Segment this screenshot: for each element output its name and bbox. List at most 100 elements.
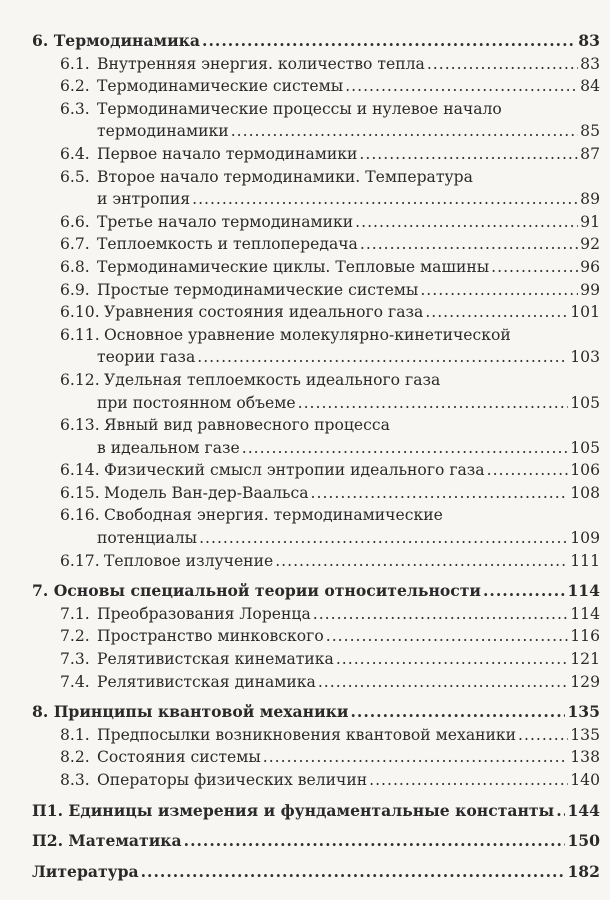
page-number: 101 [570,303,600,322]
subsection-title: Релятивистская кинематика [97,650,334,669]
toc-subsection-entry[interactable]: 6.11. Основное уравнение молекулярно-кине… [32,324,600,347]
subsection-title: Второе начало термодинамики. Температура [97,167,473,186]
toc-section-entry[interactable]: 6. Термодинамика 83 [32,30,600,53]
subsection-number: 8.3. [60,771,90,789]
toc-subsection-entry[interactable]: 6.14. Физический смысл энтропии идеальног… [32,459,600,482]
page-number: 144 [567,800,600,820]
dot-leader [202,30,576,53]
subsection-title: Явный вид равновесного процесса [104,416,390,435]
dot-leader [199,527,568,550]
dot-leader [326,625,568,648]
subsection-title: при постоянном объеме [97,393,296,412]
dot-leader [141,861,566,884]
page-number: 103 [570,348,600,367]
toc-subsection-entry[interactable]: 6.9. Простые термодинамические системы 99 [32,279,600,302]
subsection-number: 7.4. [60,672,90,691]
subsection-title: Релятивистская динамика [97,672,316,691]
toc-subsection-entry[interactable]: 6.13. Явный вид равновесного процесса [32,414,600,437]
dot-leader [184,830,566,853]
section-gap [32,822,600,830]
dot-leader [427,53,578,76]
subsection-number: 6.12. [60,370,100,389]
dot-leader [345,75,578,98]
toc-subsection-entry[interactable]: потенциалы 109 [32,527,600,550]
dot-leader [360,233,578,256]
page-number: 83 [580,54,600,73]
subsection-number: 6.10. [60,303,100,322]
toc-subsection-entry[interactable]: 6.10. Уравнения состояния идеального газа… [32,301,600,324]
dot-leader [298,392,569,415]
subsection-title: Удельная теплоемкость идеального газа [104,370,441,389]
subsection-number: 7.3. [60,650,90,669]
toc-subsection-entry[interactable]: 8.1. Предпосылки возникновения квантовой … [32,724,600,747]
toc-subsection-entry[interactable]: 7.4. Релятивистская динамика 129 [32,671,600,694]
toc-subsection-entry[interactable]: 6.5. Второе начало термодинамики. Темпера… [32,166,600,189]
subsection-title: Предпосылки возникновения квантовой меха… [97,725,517,744]
toc-subsection-entry[interactable]: 7.3. Релятивистская кинематика 121 [32,648,600,671]
dot-leader [487,459,569,482]
dot-leader [242,437,569,460]
subsection-number: 6.6. [60,212,90,231]
toc-subsection-entry[interactable]: 6.17.Тепловое излучение 111 [32,550,600,573]
section-title: П2. Математика [32,831,182,851]
dot-leader [355,211,578,234]
toc-subsection-entry[interactable]: термодинамики 85 [32,120,600,143]
subsection-title: Теплоемкость и теплопередача [97,235,358,254]
subsection-title: и энтропия [97,190,191,209]
subsection-number: 6.16. [60,506,100,525]
subsection-title: Первое начало термодинамики [97,144,358,163]
toc-subsection-entry[interactable]: 6.12. Удельная теплоемкость идеального га… [32,369,600,392]
subsection-title: Свободная энергия. термодинамические [104,506,443,525]
toc-section-entry[interactable]: П2. Математика 150 [32,830,600,853]
subsection-title: Термодинамические процессы и нулевое нач… [97,99,502,118]
toc-subsection-entry[interactable]: теории газа 103 [32,346,600,369]
section-gap [32,853,600,861]
subsection-number: 6.15. [60,483,100,502]
section-gap [32,693,600,701]
toc-subsection-entry[interactable]: 7.1. Преобразования Лоренца 114 [32,603,600,626]
subsection-number: 7.2. [60,627,90,646]
subsection-title: потенциалы [97,529,198,548]
dot-leader [518,724,568,747]
toc-section-entry[interactable]: 8. Принципы квантовой механики 135 [32,701,600,724]
toc-subsection-entry[interactable]: 7.2. Пространство минковского 116 [32,625,600,648]
table-of-contents: 6. Термодинамика 83 6.1. Внутренняя энергия… [32,30,600,883]
toc-subsection-entry[interactable]: 6.2. Термодинамические системы 84 [32,75,600,98]
subsection-title: Состояния системы [97,748,261,767]
subsection-title: Тепловое излучение [104,551,274,570]
toc-subsection-entry[interactable]: при постоянном объеме 105 [32,392,600,415]
section-title: 6. Термодинамика [32,31,201,50]
dot-leader [556,800,565,823]
toc-subsection-entry[interactable]: 6.6. Третье начало термодинамики 91 [32,211,600,234]
subsection-number: 6.11. [60,325,100,344]
toc-section-entry[interactable]: Литература 182 [32,861,600,884]
page-number: 91 [580,212,600,231]
toc-subsection-entry[interactable]: 6.7. Теплоемкость и теплопередача 92 [32,233,600,256]
subsection-title: Внутренняя энергия. количество тепла [97,54,425,73]
toc-section-entry[interactable]: П1. Единицы измерения и фундаментальные … [32,800,600,823]
page-number: 99 [580,280,600,299]
subsection-number: 6.4. [60,144,90,163]
page-number: 182 [567,861,600,881]
subsection-number: 6.8. [60,257,90,276]
toc-subsection-entry[interactable]: 6.15.Модель Ван-дер-Ваальса 108 [32,482,600,505]
toc-subsection-entry[interactable]: 6.1. Внутренняя энергия. количество тепла… [32,53,600,76]
toc-subsection-entry[interactable]: 6.4. Первое начало термодинамики 87 [32,143,600,166]
toc-subsection-entry[interactable]: в идеальном газе 105 [32,437,600,460]
toc-subsection-entry[interactable]: 6.16. Свободная энергия. термодинамически… [32,504,600,527]
toc-subsection-entry[interactable]: и энтропия 89 [32,188,600,211]
subsection-title: Термодинамические системы [97,77,344,96]
dot-leader [192,188,578,211]
subsection-number: 6.3. [60,99,90,118]
subsection-number: 6.5. [60,167,90,186]
subsection-number: 6.13. [60,416,100,435]
toc-subsection-entry[interactable]: 6.8. Термодинамические циклы. Тепловые ма… [32,256,600,279]
toc-section-entry[interactable]: 7. Основы специальной теории относительн… [32,580,600,603]
toc-subsection-entry[interactable]: 8.2. Состояния системы 138 [32,746,600,769]
toc-subsection-entry[interactable]: 8.3. Операторы физических величин 140 [32,769,600,792]
dot-leader [336,648,568,671]
toc-subsection-entry[interactable]: 6.3. Термодинамические процессы и нулевое… [32,98,600,121]
section-title: П1. Единицы измерения и фундаментальные … [32,800,555,820]
page-number: 109 [570,529,600,548]
page-number: 105 [570,438,600,457]
